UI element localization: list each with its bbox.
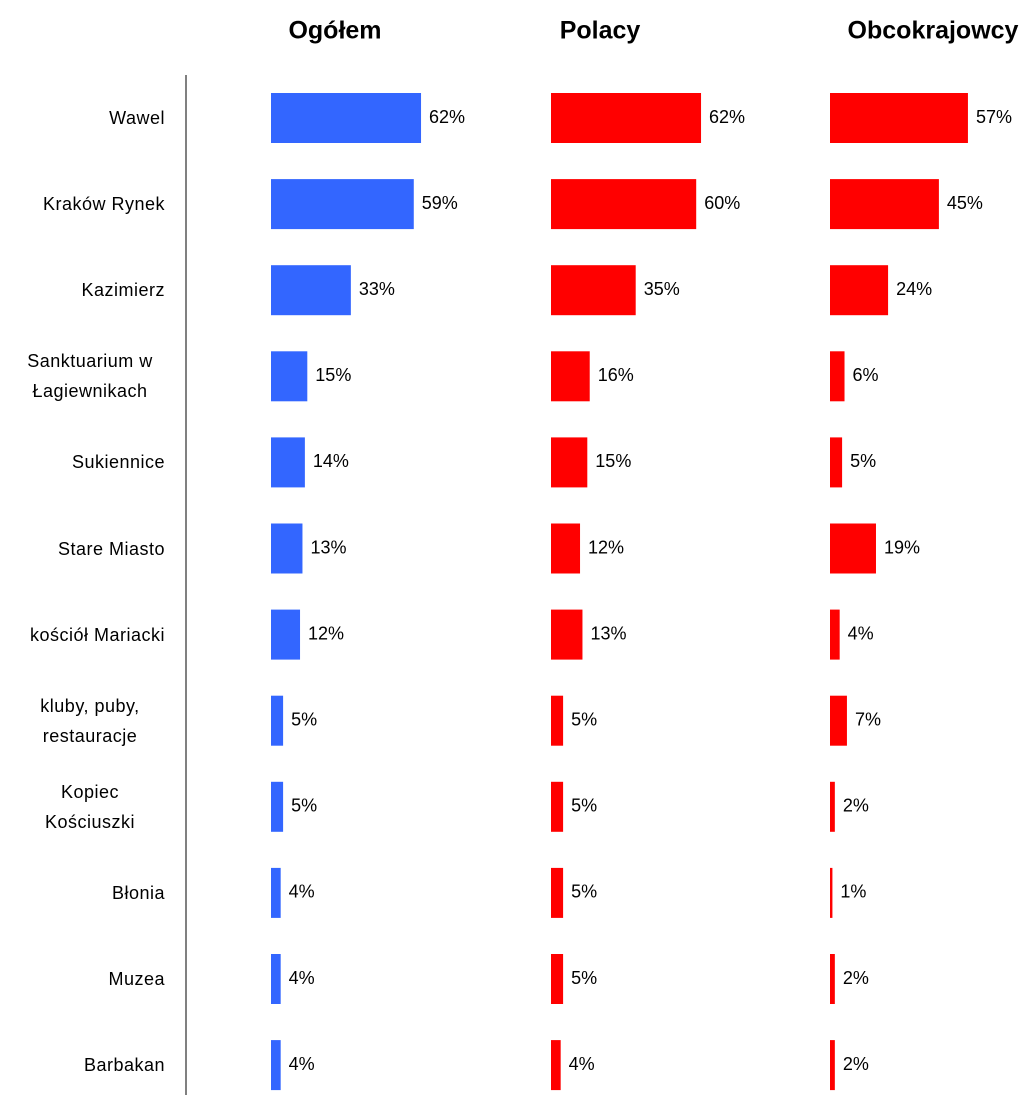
category-label: Muzea (108, 969, 165, 989)
value-label: 60% (704, 193, 740, 213)
value-label: 13% (590, 623, 626, 643)
bar (830, 93, 968, 143)
value-label: 15% (595, 451, 631, 471)
value-label: 4% (289, 1054, 315, 1074)
value-label: 15% (315, 365, 351, 385)
series-title: Ogółem (288, 17, 381, 45)
bar (271, 1040, 281, 1091)
value-label: 5% (850, 451, 876, 471)
value-label: 5% (571, 882, 597, 902)
category-label: Stare Miasto (57, 538, 165, 559)
bar (551, 437, 588, 488)
value-label: 19% (884, 537, 920, 557)
value-label: 2% (843, 968, 869, 988)
value-label: 4% (569, 1054, 595, 1074)
bar (271, 351, 308, 402)
bar (551, 954, 564, 1004)
category-label: Wawel (109, 108, 165, 128)
bar (830, 523, 876, 574)
category-label: kościół Mariacki (29, 624, 165, 645)
bar (830, 265, 889, 316)
value-label: 33% (359, 279, 395, 299)
category-label: Kazimierz (81, 280, 165, 301)
bar (551, 523, 581, 574)
value-label: 12% (308, 623, 344, 643)
category-label: Sanktuarium w Łagiewnikach (27, 351, 153, 402)
value-label: 5% (291, 709, 317, 729)
bar (271, 695, 284, 746)
value-label: 59% (422, 193, 458, 213)
bar (830, 609, 840, 660)
value-label: 2% (843, 796, 869, 816)
bar (551, 695, 564, 746)
series-title: Polacy (560, 17, 641, 45)
value-label: 5% (571, 796, 597, 816)
bar (830, 179, 939, 230)
category-label: kluby, puby, restauracje (40, 695, 140, 746)
value-label: 4% (848, 623, 874, 643)
bar (271, 93, 422, 143)
bar (271, 867, 281, 918)
value-label: 1% (840, 882, 866, 902)
bar (551, 781, 564, 832)
category-label: Kopiec Kościuszki (44, 781, 136, 832)
value-label: 57% (976, 107, 1012, 127)
value-label: 6% (853, 365, 879, 385)
value-label: 5% (291, 796, 317, 816)
bar (830, 351, 845, 402)
bar (271, 523, 303, 574)
bar (551, 867, 564, 918)
value-label: 2% (843, 1054, 869, 1074)
value-label: 7% (855, 709, 881, 729)
bar (551, 1040, 561, 1091)
bar (830, 954, 835, 1004)
value-label: 5% (571, 968, 597, 988)
value-label: 62% (709, 107, 745, 127)
bar (271, 954, 281, 1004)
bar (551, 265, 636, 316)
bar (551, 93, 702, 143)
value-label: 4% (289, 882, 315, 902)
bar (271, 437, 305, 488)
bar (551, 351, 590, 402)
bar (830, 1040, 835, 1091)
value-label: 62% (429, 107, 465, 127)
series-title: Obcokrajowcy (848, 17, 1019, 45)
category-label: Barbakan (83, 1055, 165, 1076)
category-label: Sukiennice (71, 452, 165, 473)
value-label: 14% (313, 451, 349, 471)
bar (551, 179, 697, 230)
bar (830, 437, 843, 488)
bar (271, 179, 414, 230)
bar (271, 781, 284, 832)
category-label: Kraków Rynek (42, 194, 165, 215)
bar (271, 609, 301, 660)
value-label: 12% (588, 537, 624, 557)
bar (551, 609, 583, 660)
value-label: 4% (289, 968, 315, 988)
value-label: 13% (310, 537, 346, 557)
value-label: 45% (947, 193, 983, 213)
bar (271, 265, 351, 316)
value-label: 35% (644, 279, 680, 299)
value-label: 16% (598, 365, 634, 385)
category-label: Błonia (111, 882, 165, 903)
value-label: 24% (896, 279, 932, 299)
bar (830, 781, 835, 832)
bar (830, 867, 833, 918)
bar (830, 695, 847, 746)
value-label: 5% (571, 709, 597, 729)
